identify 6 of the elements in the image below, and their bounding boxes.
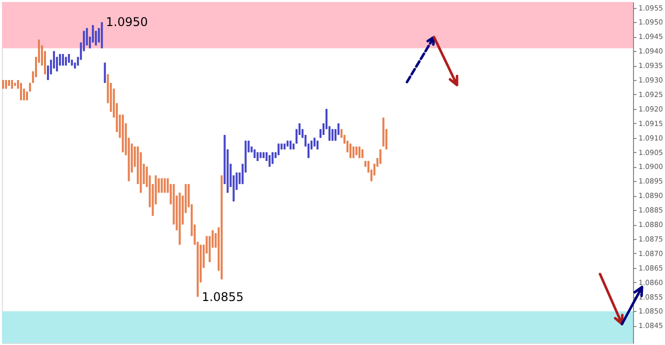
annotation: 1.0950	[106, 15, 148, 30]
candlestick	[104, 62, 106, 84]
candlestick	[379, 148, 382, 164]
candlestick	[349, 143, 352, 159]
candlestick	[20, 82, 22, 101]
annotation: 1.0855	[202, 290, 244, 304]
